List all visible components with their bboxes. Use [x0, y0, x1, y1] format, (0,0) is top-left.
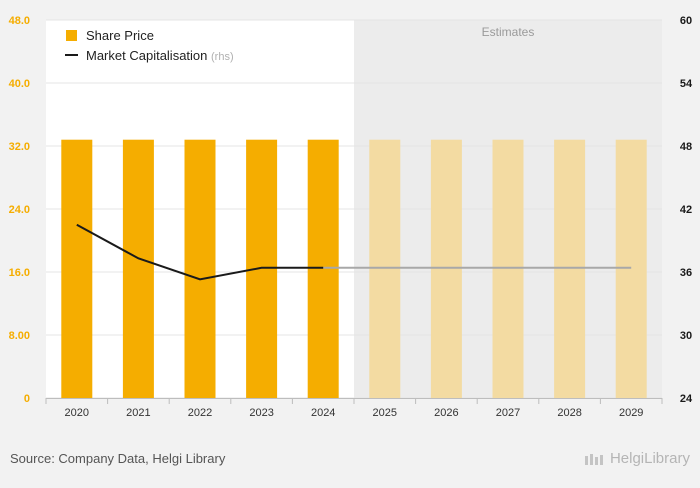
bar-share-price [61, 140, 92, 398]
bar-share-price [431, 140, 462, 398]
left-tick-label: 8.00 [9, 330, 30, 342]
source-note: Source: Company Data, Helgi Library [10, 451, 225, 466]
x-tick-label: 2028 [557, 407, 581, 419]
right-tick-label: 24 [680, 393, 693, 405]
x-tick-label: 2020 [65, 407, 89, 419]
right-tick-label: 48 [680, 141, 692, 153]
x-tick-label: 2024 [311, 407, 335, 419]
left-tick-label: 40.0 [9, 78, 30, 90]
x-tick-label: 2021 [126, 407, 150, 419]
estimates-label: Estimates [482, 25, 535, 39]
x-tick-label: 2023 [249, 407, 273, 419]
bar-share-price [308, 140, 339, 398]
legend-swatch-share-price [66, 30, 77, 41]
x-tick-label: 2027 [496, 407, 520, 419]
brand-name: HelgiLibrary [610, 450, 690, 467]
x-tick-label: 2029 [619, 407, 643, 419]
left-tick-label: 0 [24, 393, 30, 405]
right-tick-label: 36 [680, 267, 692, 279]
left-tick-label: 16.0 [9, 267, 30, 279]
left-tick-label: 48.0 [9, 15, 30, 27]
brand-logo: HelgiLibrary [584, 450, 690, 467]
right-tick-label: 42 [680, 204, 692, 216]
right-tick-label: 30 [680, 330, 692, 342]
right-tick-label: 54 [680, 78, 693, 90]
legend-rhs-suffix: (rhs) [211, 51, 234, 63]
bar-share-price [493, 140, 524, 398]
legend-label-market-cap: Market Capitalisation (rhs) [86, 48, 234, 63]
bar-share-price [369, 140, 400, 398]
right-tick-label: 60 [680, 15, 692, 27]
library-icon [584, 452, 606, 466]
bar-share-price [123, 140, 154, 398]
left-tick-label: 32.0 [9, 141, 30, 153]
left-tick-label: 24.0 [9, 204, 30, 216]
legend-label-share-price: Share Price [86, 28, 154, 43]
bar-share-price [554, 140, 585, 398]
x-tick-label: 2025 [373, 407, 397, 419]
bar-share-price [616, 140, 647, 398]
x-tick-label: 2022 [188, 407, 212, 419]
x-tick-label: 2026 [434, 407, 458, 419]
bar-share-price [185, 140, 216, 398]
